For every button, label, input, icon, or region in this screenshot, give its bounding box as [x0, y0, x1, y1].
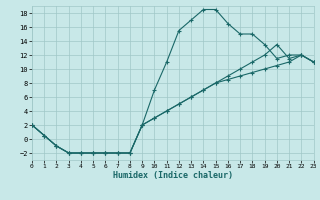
- X-axis label: Humidex (Indice chaleur): Humidex (Indice chaleur): [113, 171, 233, 180]
